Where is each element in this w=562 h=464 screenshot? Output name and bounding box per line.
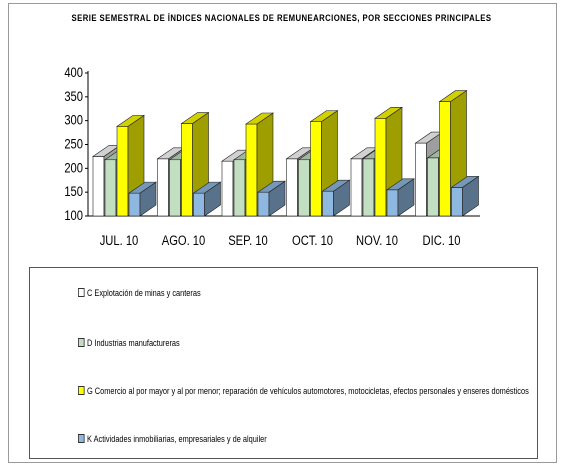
x-tick-label: OCT. 10 — [292, 233, 333, 248]
legend-item-c: C Explotación de minas y canteras — [78, 288, 201, 298]
bar — [192, 181, 222, 217]
bars — [92, 90, 480, 217]
y-tick-label: 400 — [64, 65, 83, 80]
legend-label-c: C Explotación de minas y canteras — [87, 288, 201, 298]
legend: C Explotación de minas y canteras D Indu… — [29, 267, 538, 459]
bar-chart: 100 150 200 250 300 350 400 JUL. 10 AGO. 10 SEP.… — [64, 65, 480, 248]
legend-swatch-k — [78, 434, 85, 443]
bar — [450, 175, 480, 217]
legend-swatch-d — [78, 338, 85, 347]
y-tick-label: 200 — [64, 160, 83, 175]
y-tick-label: 300 — [64, 113, 83, 128]
bar — [128, 181, 157, 217]
legend-label-k: K Actividades inmobiliarias, empresarial… — [87, 434, 267, 444]
legend-label-g: G Comercio al por mayor y al por menor; … — [87, 386, 529, 396]
chart-title: SERIE SEMESTRAL DE ÍNDICES NACIONALES DE… — [71, 13, 492, 23]
legend-item-d: D Industrias manufactureras — [78, 338, 180, 348]
y-tick-label: 100 — [64, 208, 83, 223]
legend-item-k: K Actividades inmobiliarias, empresarial… — [78, 434, 267, 444]
legend-swatch-g — [78, 386, 85, 395]
bar — [257, 180, 286, 217]
x-tick-label: JUL. 10 — [100, 233, 139, 248]
legend-swatch-c — [78, 288, 85, 297]
y-tick-label: 150 — [64, 184, 83, 199]
legend-label-d: D Industrias manufactureras — [87, 338, 180, 348]
bar — [386, 178, 415, 217]
y-tick-label: 350 — [64, 89, 83, 104]
x-tick-label: DIC. 10 — [423, 233, 461, 248]
x-tick-label: AGO. 10 — [162, 233, 206, 248]
y-tick-label: 250 — [64, 136, 83, 151]
x-tick-label: SEP. 10 — [228, 233, 268, 248]
y-axis: 100 150 200 250 300 350 400 — [64, 65, 480, 223]
x-tick-label: NOV. 10 — [356, 233, 398, 248]
legend-item-g: G Comercio al por mayor y al por menor; … — [78, 386, 529, 396]
x-axis-labels: JUL. 10 AGO. 10 SEP. 10 OCT. 10 NOV. 10 DIC. … — [100, 233, 461, 248]
bar — [321, 179, 351, 217]
